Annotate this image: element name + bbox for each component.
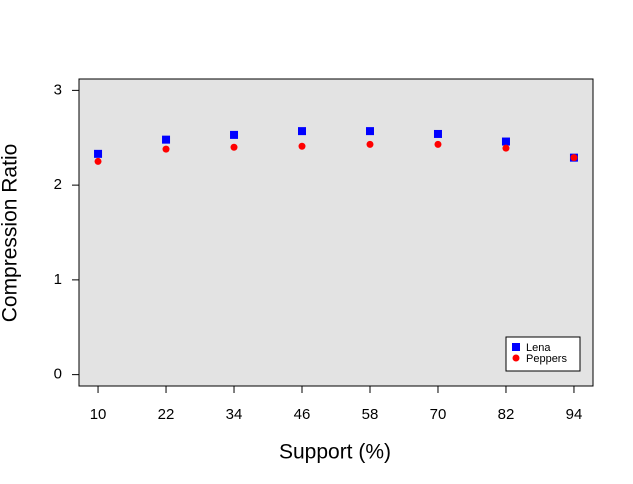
x-axis-label: Support (%): [279, 441, 391, 464]
point: [502, 144, 510, 152]
x-tick-label: 58: [362, 406, 379, 423]
point: [501, 137, 510, 146]
legend-marker: [512, 354, 520, 362]
x-tick-label: 46: [294, 406, 311, 423]
point: [162, 145, 170, 153]
y-tick-label: 1: [54, 271, 62, 288]
legend-box: [505, 336, 581, 372]
point: [433, 129, 442, 138]
x-tick-label: 10: [90, 406, 107, 423]
legend-marker: [512, 343, 520, 351]
legend-label: Peppers: [526, 353, 567, 365]
point: [366, 140, 374, 148]
point: [434, 140, 442, 148]
plot-area: [78, 78, 594, 387]
x-tick-label: 22: [158, 406, 175, 423]
x-tick-label: 34: [226, 406, 243, 423]
point: [298, 127, 307, 136]
y-tick-label: 0: [54, 366, 62, 383]
point: [94, 149, 103, 158]
x-tick-label: 70: [430, 406, 447, 423]
x-tick-label: 94: [566, 406, 583, 423]
x-tick-label: 82: [498, 406, 515, 423]
point: [365, 127, 374, 136]
legend-label: Lena: [526, 342, 551, 354]
point: [94, 157, 102, 165]
y-tick-label: 3: [54, 81, 62, 98]
point: [570, 154, 578, 162]
point: [230, 130, 239, 139]
y-axis-label: Compression Ratio: [0, 144, 22, 323]
point: [230, 143, 238, 151]
point: [298, 142, 306, 150]
y-tick-label: 2: [54, 176, 62, 193]
point: [162, 135, 171, 144]
